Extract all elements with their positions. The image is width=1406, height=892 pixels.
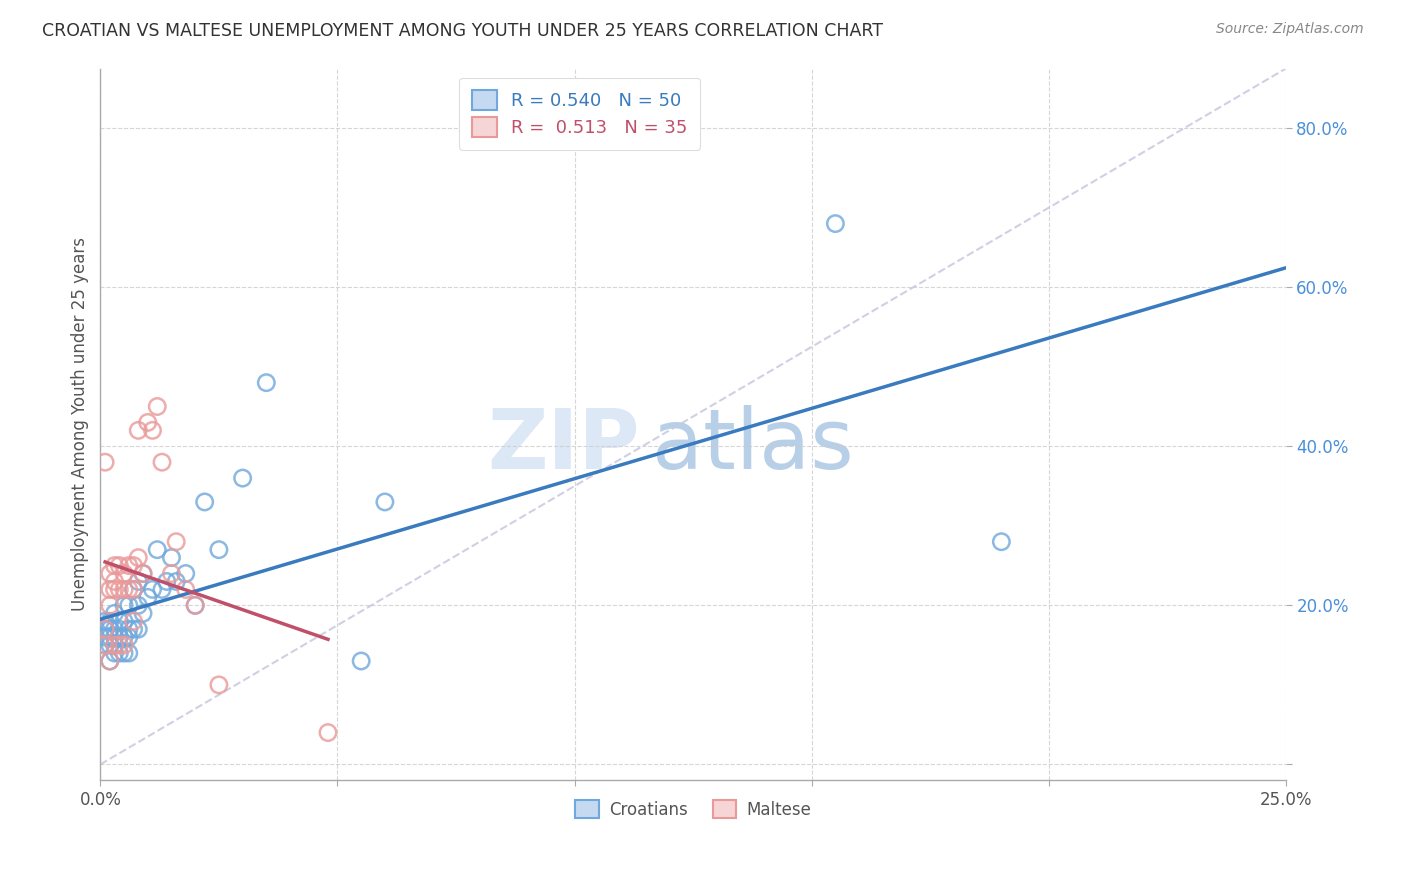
Point xyxy=(98,654,121,668)
Point xyxy=(98,614,121,628)
Point xyxy=(160,550,183,565)
Point xyxy=(316,725,339,739)
Point xyxy=(208,678,231,692)
Point xyxy=(136,591,159,605)
Point xyxy=(118,582,141,597)
Point xyxy=(108,646,131,660)
Point xyxy=(94,614,117,628)
Point xyxy=(103,607,125,621)
Point xyxy=(118,646,141,660)
Point xyxy=(127,574,149,589)
Point xyxy=(108,614,131,628)
Point xyxy=(141,423,163,437)
Point xyxy=(108,622,131,636)
Point xyxy=(112,638,135,652)
Point xyxy=(127,550,149,565)
Point xyxy=(146,400,169,414)
Text: atlas: atlas xyxy=(651,405,853,486)
Point xyxy=(94,638,117,652)
Point xyxy=(94,638,117,652)
Point xyxy=(112,599,135,613)
Point xyxy=(122,558,145,573)
Text: Source: ZipAtlas.com: Source: ZipAtlas.com xyxy=(1216,22,1364,37)
Point xyxy=(103,638,125,652)
Point xyxy=(156,574,179,589)
Point xyxy=(103,582,125,597)
Point xyxy=(108,630,131,644)
Point xyxy=(98,599,121,613)
Point xyxy=(112,566,135,581)
Point xyxy=(108,638,131,652)
Point xyxy=(103,622,125,636)
Point xyxy=(108,558,131,573)
Point xyxy=(146,542,169,557)
Point xyxy=(132,607,155,621)
Point xyxy=(132,566,155,581)
Point xyxy=(374,495,396,509)
Point xyxy=(112,630,135,644)
Point xyxy=(122,582,145,597)
Text: ZIP: ZIP xyxy=(488,405,640,486)
Point xyxy=(94,630,117,644)
Point xyxy=(103,574,125,589)
Point xyxy=(98,582,121,597)
Point xyxy=(98,638,121,652)
Point xyxy=(165,534,187,549)
Point xyxy=(98,622,121,636)
Point xyxy=(122,582,145,597)
Point xyxy=(184,599,207,613)
Point xyxy=(112,614,135,628)
Point xyxy=(103,558,125,573)
Point xyxy=(194,495,217,509)
Point xyxy=(150,582,173,597)
Legend: Croatians, Maltese: Croatians, Maltese xyxy=(569,793,817,825)
Point xyxy=(208,542,231,557)
Point xyxy=(98,630,121,644)
Point xyxy=(118,622,141,636)
Point xyxy=(112,646,135,660)
Point xyxy=(165,574,187,589)
Point xyxy=(103,630,125,644)
Y-axis label: Unemployment Among Youth under 25 years: Unemployment Among Youth under 25 years xyxy=(72,237,89,611)
Point xyxy=(150,455,173,469)
Point xyxy=(136,416,159,430)
Point xyxy=(174,566,197,581)
Point xyxy=(112,582,135,597)
Point xyxy=(98,654,121,668)
Point xyxy=(232,471,254,485)
Point xyxy=(127,599,149,613)
Point xyxy=(118,599,141,613)
Point xyxy=(184,599,207,613)
Text: CROATIAN VS MALTESE UNEMPLOYMENT AMONG YOUTH UNDER 25 YEARS CORRELATION CHART: CROATIAN VS MALTESE UNEMPLOYMENT AMONG Y… xyxy=(42,22,883,40)
Point xyxy=(127,423,149,437)
Point xyxy=(350,654,373,668)
Point xyxy=(254,376,277,390)
Point xyxy=(118,558,141,573)
Point xyxy=(98,566,121,581)
Point xyxy=(103,646,125,660)
Point xyxy=(141,582,163,597)
Point xyxy=(103,638,125,652)
Point xyxy=(174,582,197,597)
Point xyxy=(990,534,1012,549)
Point xyxy=(122,622,145,636)
Point xyxy=(94,622,117,636)
Point xyxy=(94,455,117,469)
Point xyxy=(94,622,117,636)
Point xyxy=(118,630,141,644)
Point xyxy=(127,622,149,636)
Point xyxy=(122,614,145,628)
Point xyxy=(108,582,131,597)
Point xyxy=(132,566,155,581)
Point xyxy=(160,566,183,581)
Point xyxy=(824,217,846,231)
